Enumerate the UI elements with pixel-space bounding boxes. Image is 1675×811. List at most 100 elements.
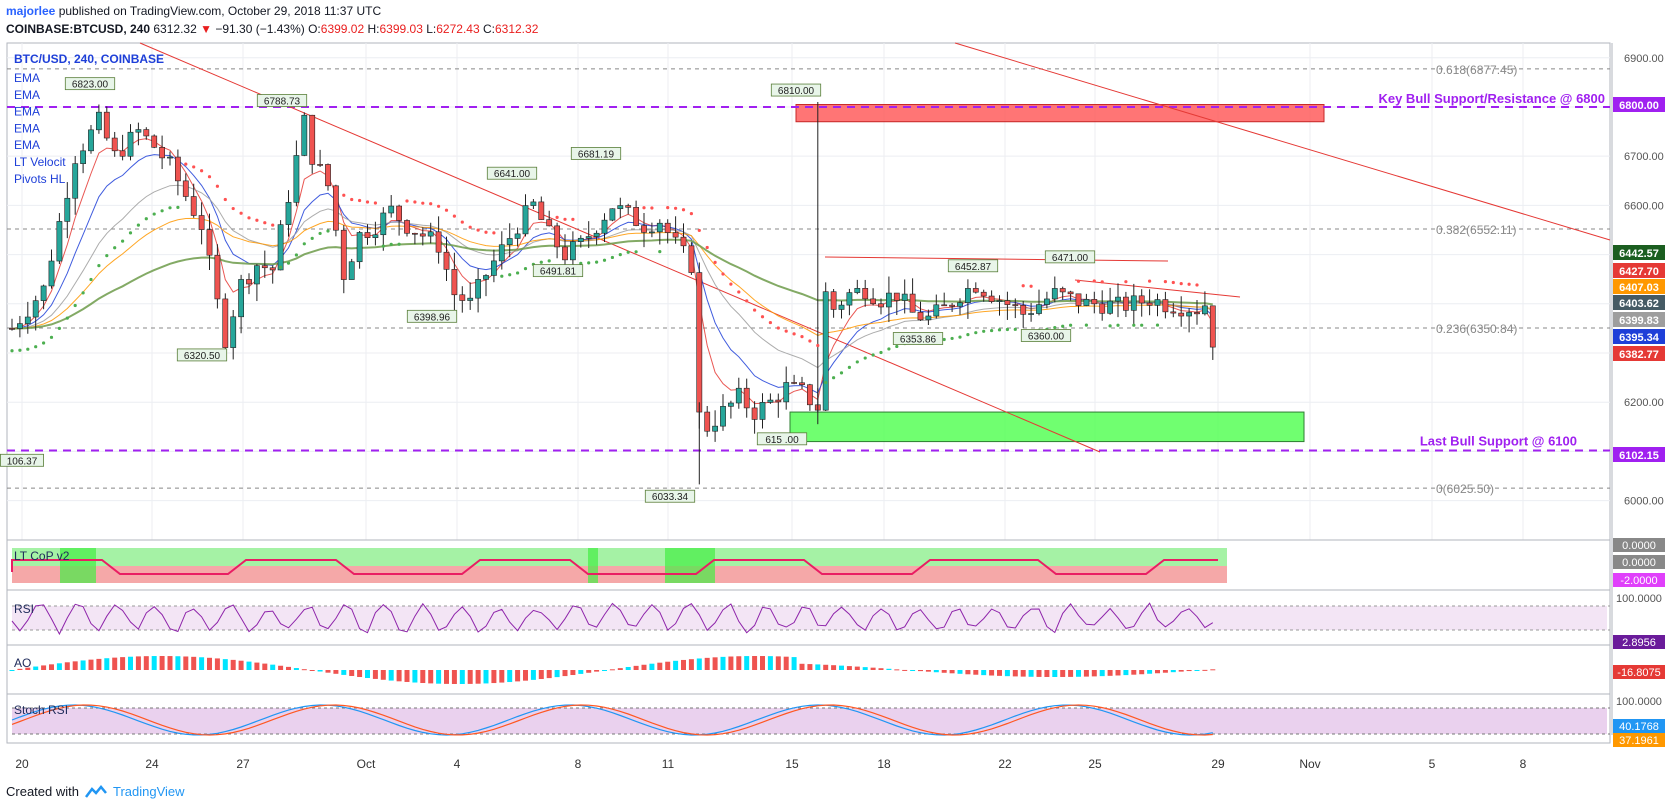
- tradingview-brand[interactable]: TradingView: [112, 784, 185, 799]
- ao-bar: [1162, 670, 1168, 673]
- ao-bar: [799, 663, 805, 670]
- candle-body: [704, 411, 711, 432]
- username-link[interactable]: majorlee: [6, 4, 56, 18]
- candle-body: [562, 246, 568, 261]
- candle-body: [514, 233, 521, 239]
- horizontal-lines: Key Bull Support/Resistance @ 6800 Last B…: [7, 91, 1610, 452]
- change-down-icon: ▼: [200, 22, 212, 36]
- pivot-labels: 6823.00 6788.73 6320.50 6398.96 6641.00 6491.…: [0, 77, 1096, 503]
- candle-body: [688, 245, 695, 273]
- velocity-dot: [231, 206, 235, 211]
- ao-bar: [965, 670, 971, 675]
- velocity-dot: [705, 245, 709, 250]
- candle-body: [64, 197, 71, 222]
- legend-item: Pivots HL: [14, 172, 66, 186]
- velocity-dot: [689, 212, 694, 216]
- time-axis[interactable]: 20 24 27 Oct 4 8 11 15 18 22 25 29 Nov 5 8: [15, 757, 1526, 771]
- pivot-label: 6641.00: [494, 169, 531, 180]
- velocity-dot: [310, 236, 314, 240]
- candle-body: [1123, 296, 1129, 311]
- ao-bar: [33, 666, 39, 670]
- ao-bar: [230, 659, 236, 670]
- velocity-dot: [1171, 280, 1175, 285]
- stoch-d-line: [11, 704, 1213, 736]
- velocity-dot: [966, 332, 970, 337]
- ao-bar: [1123, 670, 1129, 676]
- velocity-dot: [895, 344, 899, 349]
- ao-bar: [159, 656, 165, 670]
- ao-bar: [254, 662, 260, 670]
- velocity-dot: [492, 231, 496, 235]
- velocity-dot: [508, 273, 512, 277]
- candle-body: [933, 304, 940, 317]
- price-tag-bg: [1613, 245, 1665, 260]
- candle-body: [633, 207, 639, 226]
- velocity-dot: [429, 202, 433, 206]
- fib-labels: 0.618(6877.45) 0.382(6552.11) 0.236(6350.8…: [1436, 63, 1517, 496]
- ao-bar: [570, 670, 576, 676]
- candle-body: [972, 288, 979, 293]
- candle-body: [878, 303, 884, 308]
- candle-body: [696, 272, 703, 413]
- symbol-name: COINBASE:BTCUSD, 240: [6, 22, 151, 36]
- velocity-dot: [1005, 327, 1010, 332]
- candle-body: [909, 293, 916, 313]
- ao-bar: [815, 664, 821, 670]
- price-axis[interactable]: 6900.006800.006700.006600.006500.006400.…: [1611, 43, 1664, 735]
- candle-body: [1067, 291, 1074, 295]
- velocity-dot: [444, 208, 449, 212]
- candle-body: [490, 260, 497, 276]
- ao-bar: [1131, 670, 1137, 675]
- velocity-dot: [1076, 279, 1081, 283]
- ao-bar: [1099, 670, 1105, 677]
- pane-value: -2.0000: [1620, 575, 1657, 587]
- velocity-dot: [65, 316, 69, 320]
- time-tick-label: Nov: [1299, 757, 1320, 771]
- pivot-box: [532, 264, 584, 278]
- ao-bar: [1083, 670, 1089, 677]
- velocity-dot: [547, 259, 551, 263]
- velocity-dot: [523, 267, 528, 271]
- ao-bar: [736, 656, 742, 670]
- candle-body: [380, 212, 387, 236]
- velocity-dot: [460, 220, 464, 224]
- candle-body: [1091, 299, 1098, 305]
- price-tick-label: 6200.00: [1624, 397, 1664, 409]
- support-zone: [789, 411, 1305, 443]
- velocity-dot: [768, 320, 773, 325]
- pane-name: AO: [14, 656, 31, 670]
- ao-bar: [64, 662, 70, 670]
- ao-bar: [278, 665, 284, 670]
- chart-canvas[interactable]: LT CoP v2 RSI AO Stoch RSI Key Bull Support…: [0, 0, 1675, 775]
- fib-label: 0(6025.50): [1436, 482, 1494, 496]
- ao-bar: [412, 670, 418, 683]
- ao-bar: [1194, 670, 1200, 671]
- velocity-dot: [555, 215, 559, 219]
- candle-body: [577, 237, 584, 242]
- candle-body: [56, 221, 63, 262]
- pivot-label: 6491.81: [540, 267, 577, 278]
- candle-body: [680, 236, 687, 247]
- candle-body: [293, 155, 300, 203]
- ao-bar: [143, 656, 149, 670]
- ao-bar: [1139, 670, 1145, 675]
- cop-block: [588, 548, 598, 583]
- ao-bar: [325, 670, 331, 673]
- ao-bar: [760, 656, 765, 670]
- tradingview-logo-icon[interactable]: [84, 784, 107, 799]
- ao-bar: [641, 664, 647, 670]
- candle-body: [617, 205, 624, 210]
- velocity-dot: [128, 231, 133, 235]
- pane-value: 0.0000: [1622, 557, 1656, 569]
- price-tag-label: 6395.34: [1619, 332, 1660, 344]
- price-tags: 6800.00 6442.57 6427.70 6407.03 6403.62 6399.…: [1613, 97, 1665, 747]
- pane-value: 0.0000: [1622, 540, 1656, 552]
- candle-body: [48, 260, 55, 287]
- candle-body: [340, 229, 347, 280]
- candle-body: [332, 185, 339, 231]
- velocity-dot: [808, 339, 812, 343]
- velocity-dot: [160, 209, 164, 213]
- candle-body: [1099, 303, 1106, 314]
- ao-bar: [112, 657, 118, 670]
- ao-bar: [1202, 669, 1208, 671]
